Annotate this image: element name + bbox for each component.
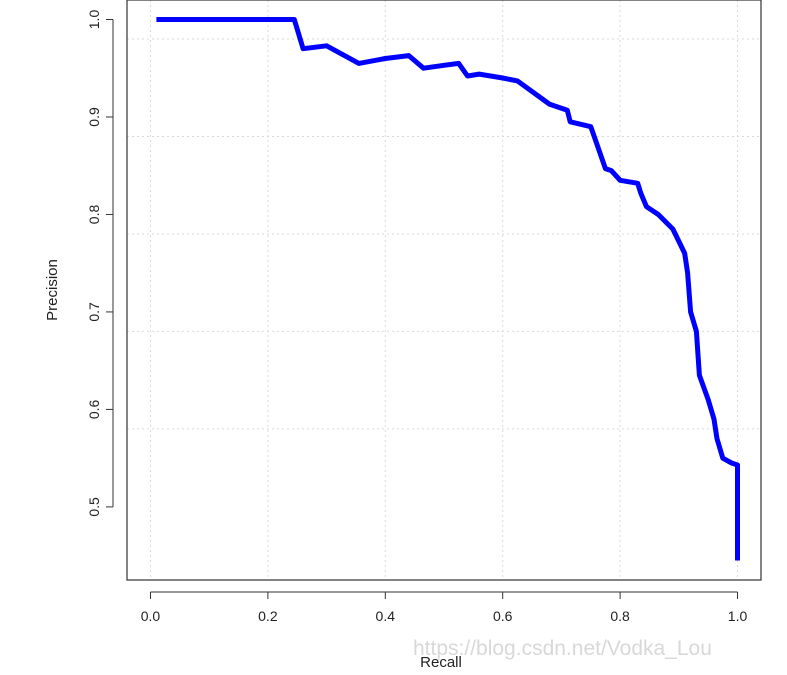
x-tick-label-0: 0.0 bbox=[141, 608, 161, 624]
axes: 0.0 0.2 0.4 0.6 0.8 1.0 0.5 0.6 0.7 0.8 0.9 1.0 bbox=[86, 10, 747, 624]
x-axis-title: Recall bbox=[420, 654, 462, 671]
watermark-text: https://blog.csdn.net/Vodka_Lou bbox=[413, 637, 712, 660]
x-tick-label-1: 0.2 bbox=[258, 608, 278, 624]
y-tick-label-3: 0.8 bbox=[86, 205, 102, 225]
y-axis-title: Precision bbox=[44, 259, 61, 321]
y-tick-label-1: 0.6 bbox=[86, 399, 102, 419]
grid bbox=[127, 0, 761, 580]
y-tick-label-5: 1.0 bbox=[86, 10, 102, 30]
plot-frame bbox=[126, 0, 762, 581]
x-tick-label-4: 0.8 bbox=[610, 608, 630, 624]
x-tick-label-2: 0.4 bbox=[376, 608, 396, 624]
series-line-0 bbox=[156, 17, 740, 561]
y-tick-label-0: 0.5 bbox=[86, 497, 102, 517]
x-tick-label-5: 1.0 bbox=[728, 608, 748, 624]
x-tick-label-3: 0.6 bbox=[493, 608, 513, 624]
y-tick-label-4: 0.9 bbox=[86, 107, 102, 127]
y-tick-label-2: 0.7 bbox=[86, 302, 102, 322]
series-layer bbox=[156, 17, 740, 561]
